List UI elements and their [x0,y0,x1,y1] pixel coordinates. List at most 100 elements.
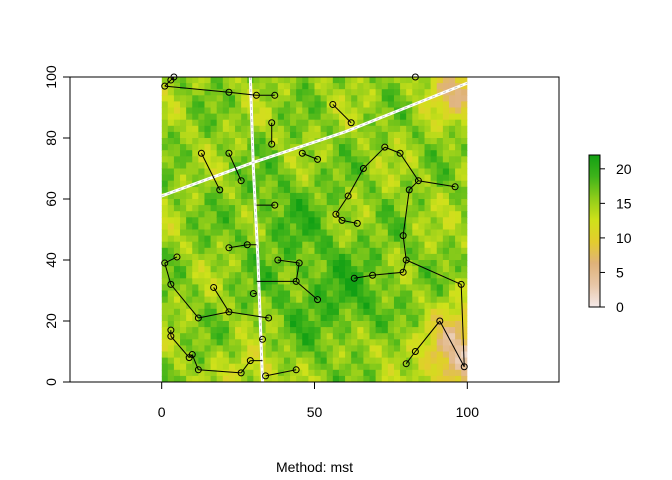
raster-cell [228,107,236,115]
raster-cell [186,162,193,170]
raster-cell [369,339,377,346]
raster-cell [247,333,254,340]
raster-cell [332,229,340,237]
raster-cell [259,77,267,84]
raster-cell [363,284,371,292]
raster-cell [186,131,193,139]
raster-cell [418,205,426,212]
raster-cell [235,363,242,371]
raster-cell [387,260,395,267]
raster-cell [430,321,438,328]
raster-cell [210,327,218,334]
raster-cell [222,199,230,206]
raster-cell [186,217,193,224]
raster-cell [277,131,285,139]
raster-cell [387,284,395,292]
raster-cell [455,333,462,340]
raster-cell [283,247,291,255]
sample-point [436,317,444,325]
raster-cell [296,186,303,194]
raster-cell [198,272,206,279]
raster-cell [436,351,444,359]
raster-cell [290,235,297,243]
raster-cell [235,107,242,115]
raster-cell [351,150,358,157]
raster-cell [357,369,364,377]
raster-cell [204,327,212,334]
raster-cell [216,375,224,382]
raster-cell [375,211,383,218]
raster-cell [338,314,346,322]
raster-cell [308,89,316,96]
raster-cell [393,223,401,231]
raster-cell [222,235,230,243]
raster-cell [173,363,181,371]
raster-cell [265,223,273,231]
raster-cell [412,308,420,316]
raster-cell [308,211,316,218]
raster-cell [338,363,346,371]
raster-cell [357,192,364,200]
raster-cell [381,290,389,298]
raster-cell [381,131,389,139]
raster-cell [400,89,407,96]
raster-cell [283,168,291,176]
raster-cell [375,229,383,237]
raster-cell [436,235,444,243]
raster-cell [332,162,340,170]
raster-cell [442,125,450,133]
raster-cell [228,217,236,224]
raster-cell [332,113,340,121]
raster-cell [357,125,364,133]
raster-cell [161,253,169,261]
raster-cell [216,138,224,145]
raster-cell [161,302,169,310]
raster-cell [375,260,383,267]
sample-point [402,256,410,264]
mst-edge [200,153,221,191]
raster-cell [198,119,206,127]
sample-point [399,268,407,276]
raster-cell [387,266,395,273]
raster-cell [320,314,328,322]
raster-cell [290,205,297,212]
raster-cell [222,205,230,212]
raster-cell [204,138,212,145]
raster-cell [253,345,261,353]
raster-cell [357,351,364,359]
sample-point [399,232,407,240]
raster-cell [235,199,242,206]
raster-cell [253,119,261,127]
raster-cell [277,186,285,194]
raster-cell [253,156,261,163]
raster-cell [161,217,169,224]
raster-cell [412,119,420,127]
raster-cell [448,211,456,218]
raster-cell [314,101,322,109]
raster-cell [461,296,468,304]
raster-cell [393,314,401,322]
raster-cell [271,308,279,316]
raster-cell [167,345,175,353]
raster-cell [198,174,206,182]
raster-cell [357,95,364,102]
raster-cell [448,314,456,322]
raster-cell [222,211,230,218]
raster-cell [455,339,462,346]
raster-cell [351,217,358,224]
raster-cell [375,144,383,151]
raster-cell [448,101,456,109]
raster-cell [228,345,236,353]
raster-cell [186,107,193,115]
raster-cell [198,235,206,243]
raster-cell [186,278,193,285]
raster-cell [381,351,389,359]
sample-point [350,274,358,282]
raster-cell [210,369,218,377]
raster-cell [216,119,224,127]
raster-cell [381,77,389,84]
raster-cell [296,101,303,109]
raster-cell [283,290,291,298]
raster-cell [400,247,407,255]
raster-cell [308,192,316,200]
